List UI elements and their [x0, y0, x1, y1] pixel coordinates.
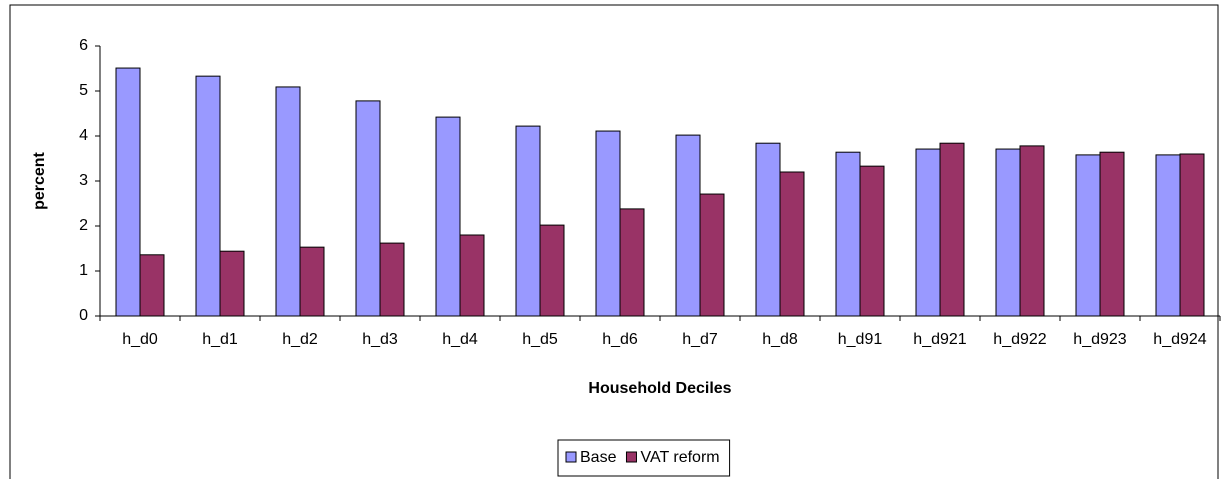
bar — [355, 100, 381, 317]
bar — [195, 75, 221, 317]
bar — [219, 250, 245, 317]
bar — [675, 134, 701, 317]
y-tick-label: 6 — [79, 37, 88, 54]
bar — [1099, 151, 1125, 317]
x-tick-label: h_d91 — [838, 331, 883, 348]
legend-swatch — [565, 451, 577, 463]
x-tick-label: h_d924 — [1153, 331, 1206, 348]
bar — [539, 224, 565, 317]
bar — [915, 148, 941, 317]
x-tick-label: h_d5 — [522, 331, 558, 348]
y-tick-label: 1 — [79, 262, 88, 279]
y-tick-label: 3 — [79, 172, 88, 189]
x-tick-label: h_d8 — [762, 331, 798, 348]
y-axis-label: percent — [31, 151, 48, 209]
bar — [299, 246, 325, 317]
bar — [1179, 153, 1205, 317]
x-tick-label: h_d2 — [282, 331, 318, 348]
y-tick-label: 5 — [79, 82, 88, 99]
bar — [859, 165, 885, 317]
bar — [459, 234, 485, 317]
bar — [515, 125, 541, 317]
bar — [595, 130, 621, 317]
bar — [779, 171, 805, 317]
y-tick-label: 2 — [79, 217, 88, 234]
x-tick-label: h_d3 — [362, 331, 398, 348]
bar — [995, 148, 1021, 317]
bar — [139, 254, 165, 317]
y-tick-label: 4 — [79, 127, 88, 144]
legend-swatch — [625, 451, 637, 463]
x-tick-label: h_d0 — [122, 331, 158, 348]
bar — [619, 208, 645, 317]
bar — [755, 142, 781, 317]
bar — [115, 67, 141, 317]
x-tick-label: h_d7 — [682, 331, 718, 348]
bar — [1155, 154, 1181, 317]
y-tick-label: 0 — [79, 307, 88, 324]
bar — [835, 151, 861, 317]
bar — [275, 86, 301, 317]
legend-label: Base — [580, 449, 617, 466]
bar — [1075, 154, 1101, 317]
bar — [939, 142, 965, 317]
bar — [379, 242, 405, 317]
x-tick-label: h_d922 — [993, 331, 1046, 348]
legend-label: VAT reform — [640, 449, 719, 466]
x-tick-label: h_d1 — [202, 331, 238, 348]
x-tick-label: h_d923 — [1073, 331, 1126, 348]
bar — [699, 193, 725, 317]
x-tick-label: h_d4 — [442, 331, 478, 348]
x-tick-label: h_d6 — [602, 331, 638, 348]
x-tick-label: h_d921 — [913, 331, 966, 348]
x-axis-label: Household Deciles — [588, 380, 731, 397]
bar — [1019, 145, 1045, 317]
bar — [435, 116, 461, 317]
legend — [557, 439, 731, 477]
